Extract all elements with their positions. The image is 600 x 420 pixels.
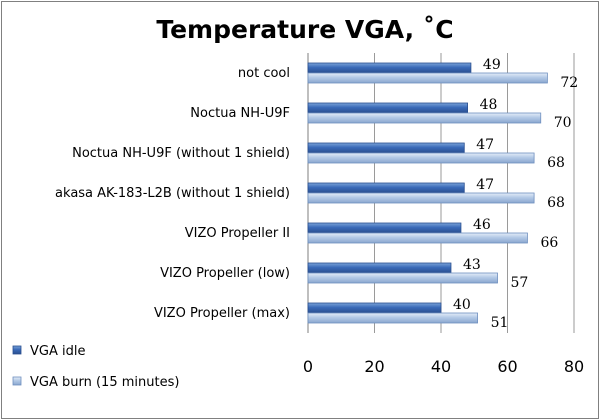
data-label: 49 <box>483 57 501 73</box>
bar <box>307 72 548 84</box>
legend-label: VGA burn (15 minutes) <box>30 375 179 390</box>
category-label: Noctua NH-U9F (without 1 shield) <box>72 146 290 161</box>
bar <box>307 232 528 244</box>
data-label: 47 <box>476 137 494 153</box>
bar <box>307 192 535 204</box>
category-label: not cool <box>238 66 290 81</box>
category-label: akasa AK-183-L2B (without 1 shield) <box>55 186 290 201</box>
category-label: Noctua NH-U9F <box>190 106 290 121</box>
data-label: 66 <box>540 235 558 251</box>
data-label: 68 <box>547 155 565 171</box>
chart-title: Temperature VGA, ˚C <box>156 15 453 44</box>
bar <box>307 272 498 284</box>
legend-swatch <box>12 376 22 386</box>
bar <box>307 102 469 114</box>
bars: 49 72 48 70 47 68 47 68 46 66 43 57 40 51 <box>307 57 578 331</box>
bar <box>307 312 478 324</box>
category-labels: not cool Noctua NH-U9F Noctua NH-U9F (with… <box>55 66 290 321</box>
data-label: 70 <box>554 115 572 131</box>
x-tick-label: 0 <box>303 357 313 376</box>
x-tick-label: 20 <box>364 357 384 376</box>
bar <box>307 222 462 234</box>
bar <box>307 142 465 154</box>
legend-swatch <box>12 345 22 355</box>
legend-label: VGA idle <box>30 344 85 359</box>
category-label: VIZO Propeller (max) <box>154 306 290 321</box>
bar <box>307 62 472 74</box>
data-label: 68 <box>547 195 565 211</box>
x-tick-label: 60 <box>497 357 517 376</box>
data-label: 47 <box>476 177 494 193</box>
bar <box>307 152 535 164</box>
category-label: VIZO Propeller (low) <box>160 266 290 281</box>
x-axis-ticks: 0 20 40 60 80 <box>303 357 584 376</box>
data-label: 46 <box>473 217 491 233</box>
bar <box>307 262 452 274</box>
data-label: 72 <box>560 75 578 91</box>
data-label: 48 <box>480 97 498 113</box>
x-tick-label: 80 <box>564 357 584 376</box>
legend: VGA idle VGA burn (15 minutes) <box>12 344 179 390</box>
data-label: 57 <box>511 275 529 291</box>
data-label: 40 <box>453 297 471 313</box>
bar <box>307 112 542 124</box>
data-label: 43 <box>463 257 481 273</box>
x-tick-label: 40 <box>431 357 451 376</box>
bar <box>307 182 465 194</box>
category-label: VIZO Propeller II <box>185 226 290 241</box>
data-label: 51 <box>491 315 509 331</box>
bar <box>307 302 442 314</box>
